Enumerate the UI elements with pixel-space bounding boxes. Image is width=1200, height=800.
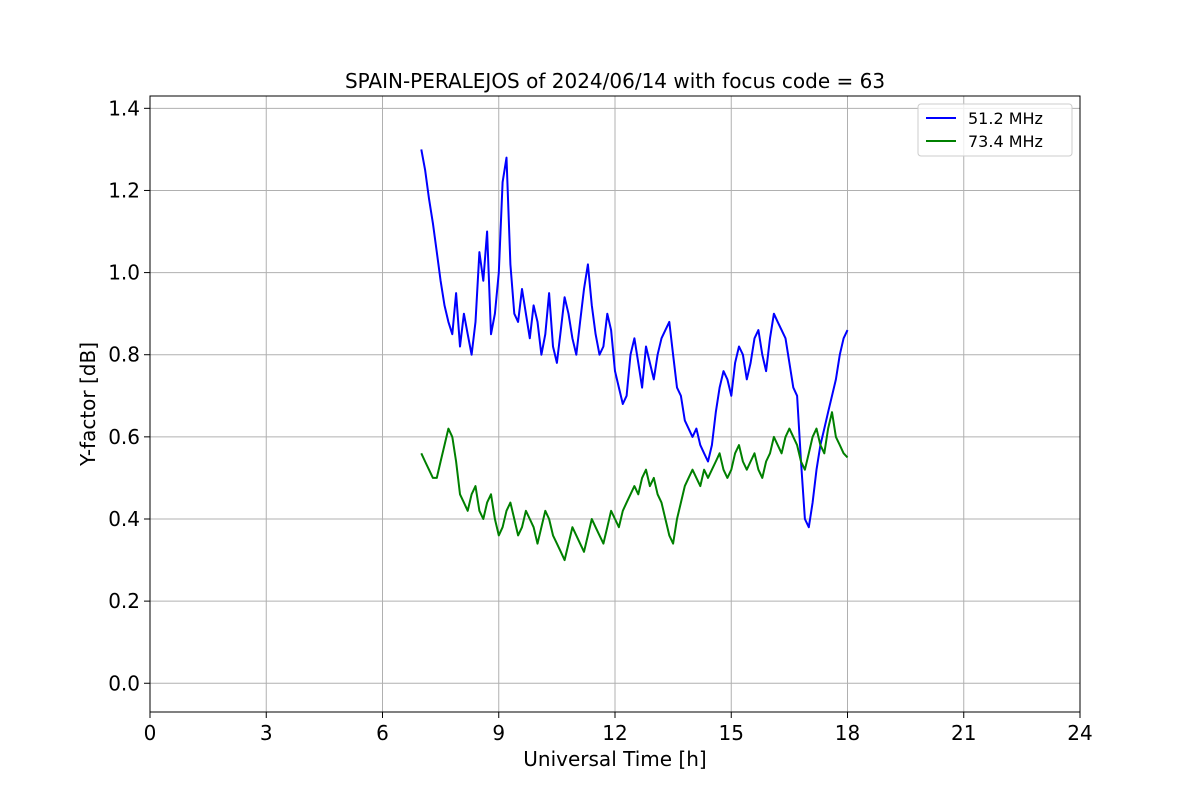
series-line-green — [420, 411, 849, 562]
y-tick-label: 0.8 — [108, 343, 140, 367]
y-tick-label: 0.0 — [108, 671, 140, 695]
chart-title: SPAIN-PERALEJOS of 2024/06/14 with focus… — [345, 69, 885, 93]
x-tick-label: 12 — [602, 721, 627, 745]
x-tick-label: 9 — [492, 721, 505, 745]
x-axis-ticks: 0 3 6 9 12 15 18 21 24 — [144, 712, 1093, 745]
x-tick-label: 6 — [376, 721, 389, 745]
legend-box — [917, 103, 1073, 157]
x-tick-label: 24 — [1067, 721, 1092, 745]
x-axis-label: Universal Time [h] — [523, 747, 706, 771]
y-axis-ticks: 0.0 0.2 0.4 0.6 0.8 1.0 1.2 1.4 — [108, 96, 150, 695]
x-tick-label: 21 — [951, 721, 976, 745]
y-tick-label: 0.2 — [108, 589, 140, 613]
y-tick-label: 0.4 — [108, 507, 140, 531]
y-tick-label: 1.0 — [108, 261, 140, 285]
x-tick-label: 0 — [144, 721, 157, 745]
legend-label: 73.4 MHz — [968, 132, 1043, 151]
series-line-blue — [420, 149, 849, 529]
y-tick-label: 1.4 — [108, 96, 140, 120]
legend: 51.2 MHz 73.4 MHz — [917, 103, 1073, 157]
grid-lines — [149, 96, 1081, 712]
legend-label: 51.2 MHz — [968, 109, 1043, 128]
x-tick-label: 18 — [835, 721, 860, 745]
x-tick-label: 15 — [719, 721, 744, 745]
series-group — [420, 149, 849, 562]
y-axis-label: Y-factor [dB] — [76, 342, 100, 467]
y-tick-label: 0.6 — [108, 425, 140, 449]
y-tick-label: 1.2 — [108, 178, 140, 202]
x-tick-label: 3 — [260, 721, 273, 745]
